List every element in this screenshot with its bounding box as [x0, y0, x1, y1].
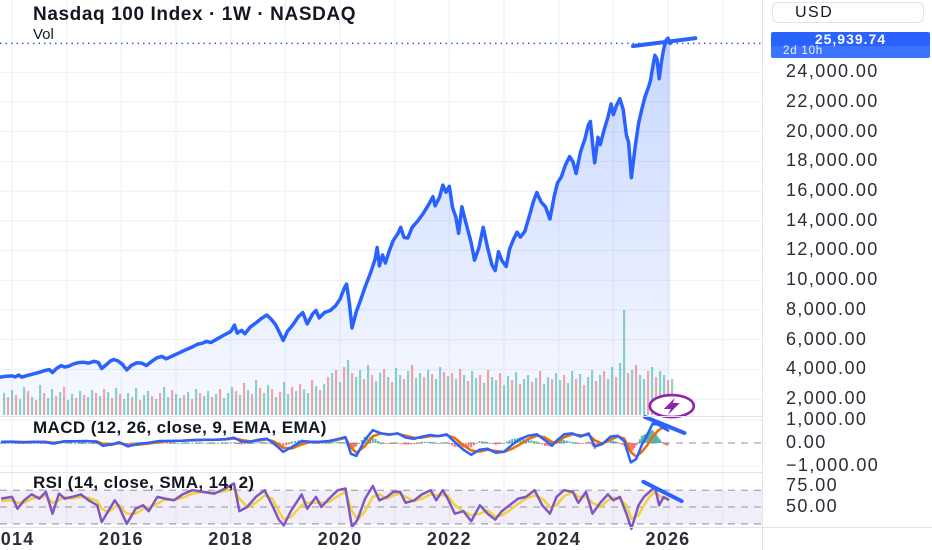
area-series — [0, 38, 671, 416]
price-tick: 6,000.00 — [786, 328, 868, 349]
rsi-tick: 50.00 — [786, 496, 839, 516]
rsi-sma-line[interactable] — [1, 487, 670, 521]
symbol-title[interactable]: Nasdaq 100 Index · 1W · NASDAQ — [33, 4, 357, 25]
macd-indicator-label[interactable]: MACD (12, 26, close, 9, EMA, EMA) — [33, 418, 327, 437]
price-badge[interactable]: 25,939.74 2d 10h — [771, 32, 930, 58]
macd-tick: 1,000.00 — [786, 408, 868, 429]
year-tick: 2026 — [645, 529, 691, 549]
year-tick: 2016 — [98, 529, 144, 549]
price-tick: 18,000.00 — [786, 150, 879, 171]
price-tick: 4,000.00 — [786, 358, 868, 379]
time-axis-border — [0, 527, 932, 528]
price-badge-countdown: 2d 10h — [771, 45, 930, 58]
year-tick: 2020 — [317, 529, 363, 549]
macd-tick: −1,000.00 — [786, 454, 880, 475]
year-tick: 2022 — [426, 529, 472, 549]
rsi-tick: 75.00 — [786, 475, 839, 496]
price-tick: 10,000.00 — [786, 269, 879, 290]
year-tick: 2018 — [208, 529, 254, 549]
price-tick: 16,000.00 — [786, 180, 879, 201]
price-line-series[interactable] — [0, 36, 672, 379]
volume-bars — [3, 310, 674, 415]
price-badge-value: 25,939.74 — [771, 32, 930, 46]
price-tick: 20,000.00 — [786, 120, 879, 141]
flash-event-marker[interactable] — [648, 393, 696, 419]
year-tick: 2024 — [536, 529, 582, 549]
macd-trendline[interactable] — [643, 415, 687, 435]
rsi-trendline[interactable] — [641, 479, 684, 504]
rsi-indicator-label[interactable]: RSI (14, close, SMA, 14, 2) — [33, 473, 255, 492]
macd-tick: 0.00 — [786, 431, 827, 452]
price-tick: 12,000.00 — [786, 239, 879, 260]
year-tick: 2014 — [0, 529, 35, 549]
macd-line[interactable] — [1, 422, 670, 464]
pane-separator-main-macd[interactable] — [0, 416, 762, 417]
pane-separator-macd-rsi[interactable] — [0, 472, 762, 473]
currency-usd-button[interactable]: USD — [772, 2, 924, 23]
price-trendline[interactable] — [630, 36, 698, 49]
price-tick: 8,000.00 — [786, 298, 868, 319]
lightning-icon — [663, 398, 680, 416]
price-tick: 24,000.00 — [786, 61, 879, 82]
volume-indicator-label[interactable]: Vol — [33, 26, 54, 43]
price-tick: 22,000.00 — [786, 90, 879, 111]
price-tick: 14,000.00 — [786, 209, 879, 230]
price-tick: 2,000.00 — [786, 388, 868, 409]
price-axis-separator[interactable] — [762, 0, 763, 550]
